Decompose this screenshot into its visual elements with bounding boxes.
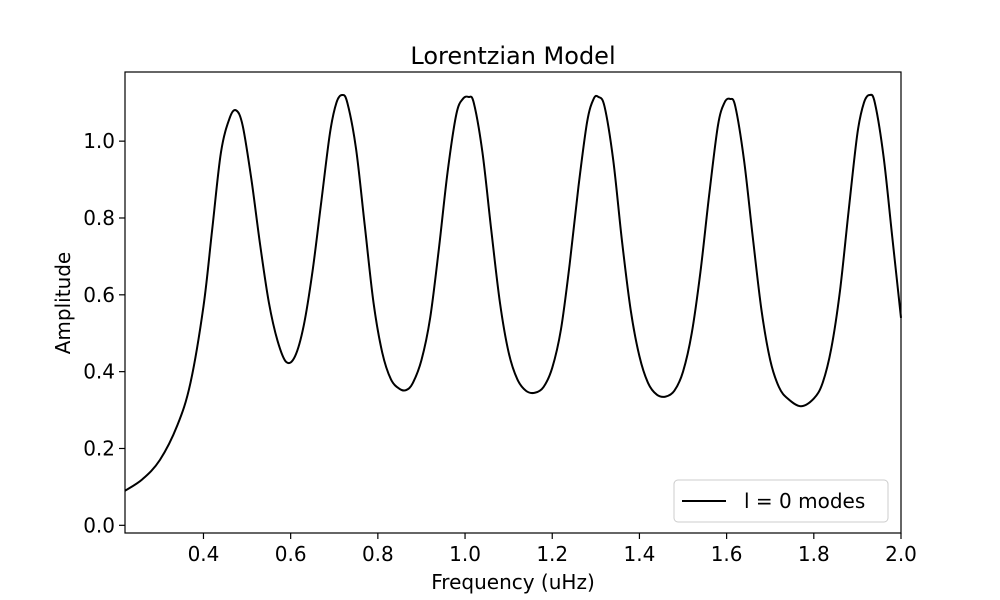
x-axis-label: Frequency (uHz) [431, 570, 595, 594]
x-tick-label: 0.4 [188, 542, 220, 566]
y-axis-label: Amplitude [51, 252, 75, 355]
y-tick-label: 1.0 [83, 129, 115, 153]
chart-title: Lorentzian Model [410, 42, 615, 70]
y-axis: 0.0 0.2 0.4 0.6 0.8 1.0 [83, 129, 125, 537]
y-tick-label: 0.6 [83, 283, 115, 307]
x-tick-label: 1.8 [798, 542, 830, 566]
y-tick-label: 0.8 [83, 206, 115, 230]
legend: l = 0 modes [673, 479, 889, 523]
x-tick-label: 0.8 [362, 542, 394, 566]
x-tick-label: 0.6 [275, 542, 307, 566]
plot-frame [124, 71, 902, 534]
y-tick-label: 0.2 [83, 436, 115, 460]
y-tick-label: 0.0 [83, 513, 115, 537]
plot-area [124, 93, 902, 492]
legend-box [673, 479, 889, 523]
series-line [124, 93, 902, 492]
y-tick-label: 0.4 [83, 360, 115, 384]
x-axis: 0.4 0.6 0.8 1.0 1.2 1.4 1.6 1.8 2.0 [188, 533, 917, 566]
x-tick-label: 1.0 [449, 542, 481, 566]
x-tick-label: 2.0 [885, 542, 917, 566]
x-tick-label: 1.2 [536, 542, 568, 566]
x-tick-label: 1.4 [624, 542, 656, 566]
legend-label: l = 0 modes [744, 489, 865, 513]
x-tick-label: 1.6 [711, 542, 743, 566]
